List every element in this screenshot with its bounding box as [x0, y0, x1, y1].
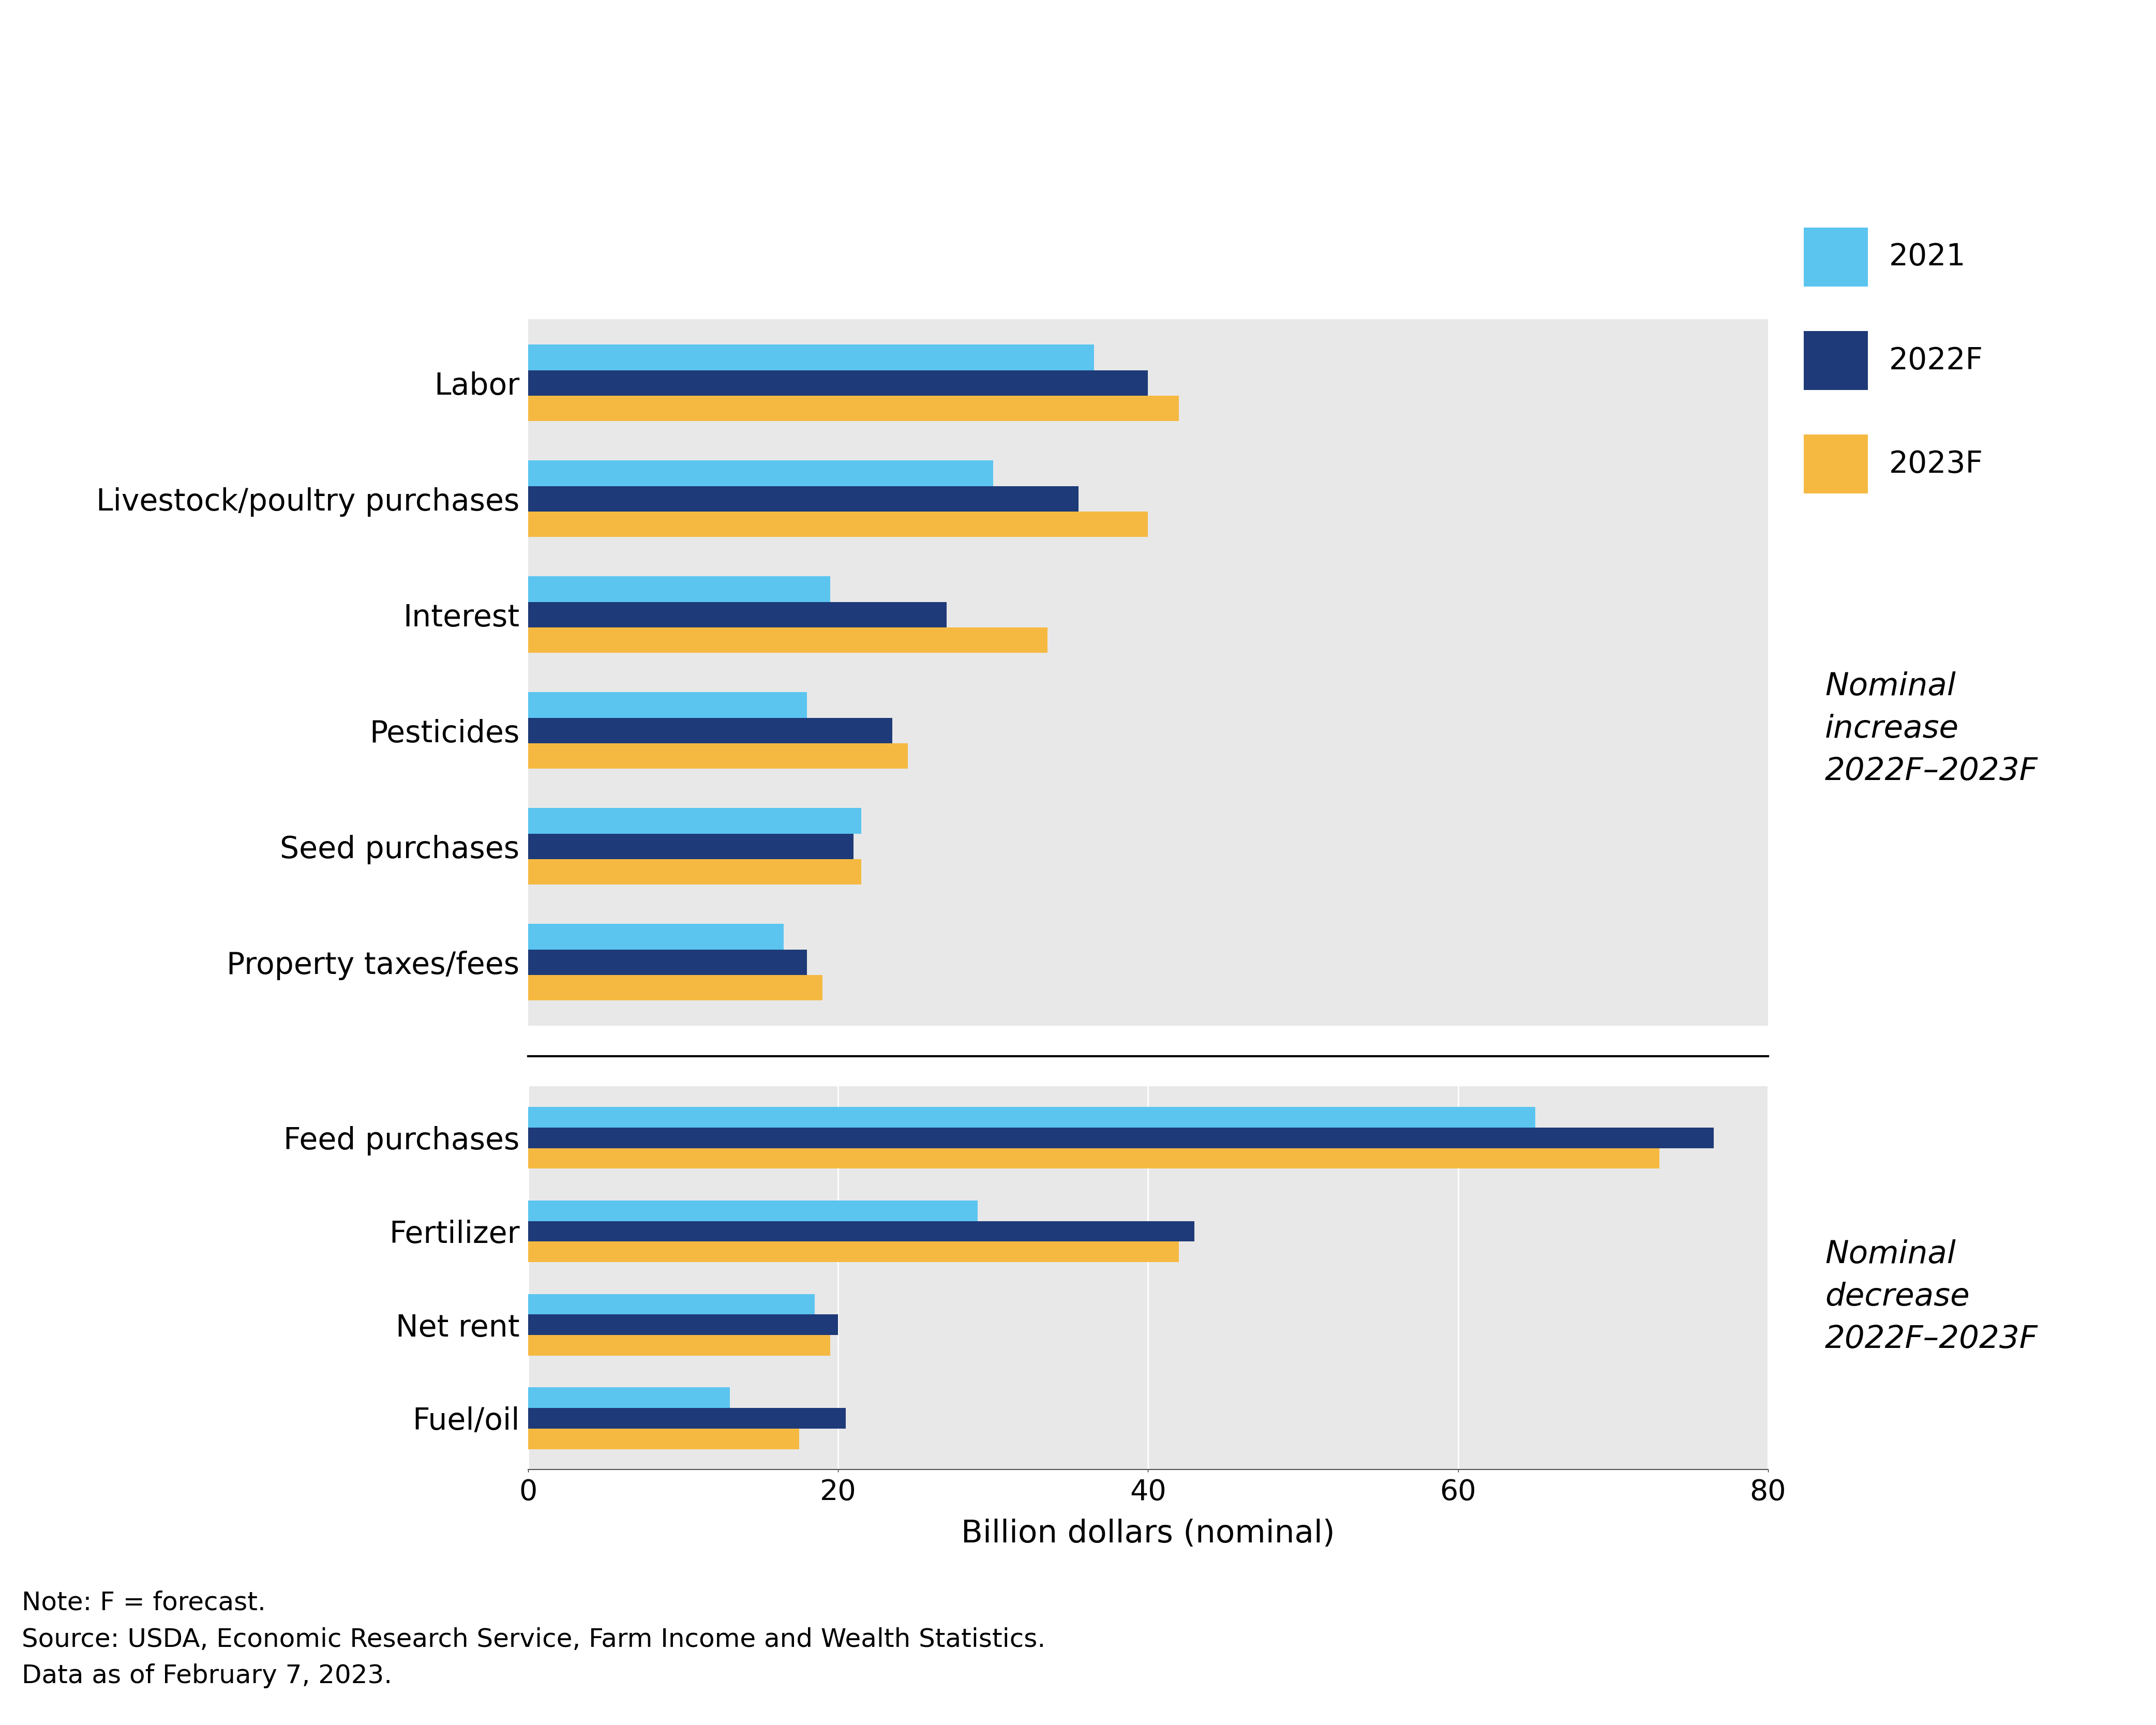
Bar [528, 859, 862, 885]
Text: 2021: 2021 [1889, 242, 1966, 273]
Bar [528, 461, 994, 486]
Text: 2022F: 2022F [1889, 345, 1984, 376]
Bar [528, 395, 1179, 421]
Bar [528, 1221, 1194, 1242]
Bar [528, 975, 824, 1000]
Bar [528, 576, 830, 602]
Bar [528, 371, 1147, 395]
Bar [528, 692, 806, 718]
Bar [528, 1242, 1179, 1263]
Bar [528, 512, 1147, 536]
Bar [528, 1201, 977, 1221]
Bar [1805, 435, 1867, 493]
Bar [528, 1387, 729, 1408]
Bar [528, 807, 862, 833]
Bar [1805, 228, 1867, 286]
Bar [528, 1335, 830, 1356]
Bar [528, 602, 946, 628]
Text: Note: F = forecast.
Source: USDA, Economic Research Service, Farm Income and Wea: Note: F = forecast. Source: USDA, Econom… [22, 1590, 1046, 1689]
Bar [528, 1149, 1660, 1168]
Bar [528, 718, 893, 743]
Text: Nominal
decrease
2022F–2023F: Nominal decrease 2022F–2023F [1824, 1240, 2037, 1354]
Bar [528, 345, 1093, 371]
Bar [528, 1294, 815, 1314]
Bar [528, 1428, 800, 1449]
Bar [528, 1107, 1535, 1128]
Text: Nominal
increase
2022F–2023F: Nominal increase 2022F–2023F [1824, 671, 2037, 787]
Bar [528, 486, 1078, 512]
Bar [528, 1128, 1714, 1149]
Text: 2023F: 2023F [1889, 449, 1984, 480]
Bar [528, 1314, 839, 1335]
Bar [528, 743, 908, 769]
Bar [528, 949, 806, 975]
Bar [528, 833, 854, 859]
X-axis label: Billion dollars (nominal): Billion dollars (nominal) [962, 1518, 1335, 1549]
Bar [528, 628, 1048, 652]
Bar [1805, 331, 1867, 390]
Bar [528, 925, 785, 949]
Bar [528, 1408, 845, 1428]
Text: Selected U.S. farm production expenses, 2021–23F: Selected U.S. farm production expenses, … [22, 79, 1425, 128]
